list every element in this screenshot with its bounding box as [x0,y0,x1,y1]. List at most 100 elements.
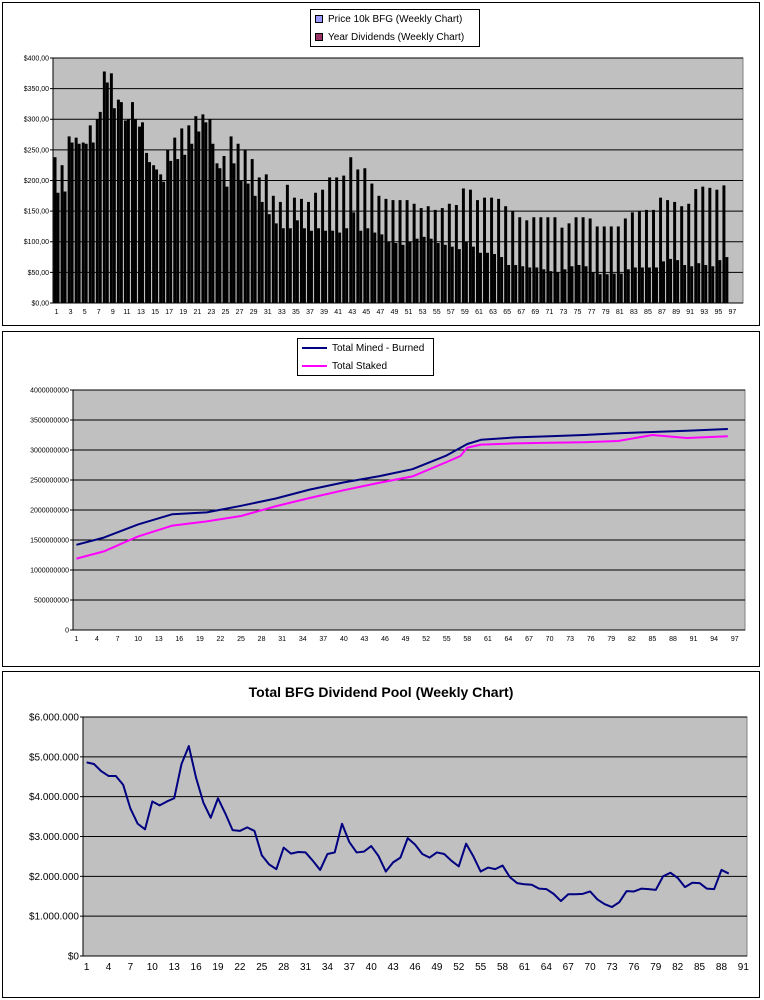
price-bar [539,217,543,303]
dividend-bar [605,274,609,303]
chart3-y-tick-label: $5.000.000 [29,752,79,763]
chart2-x-tick-label: 46 [381,636,389,643]
chart1-x-tick-label: 69 [531,309,539,316]
dividend-bar [500,257,504,303]
chart1-x-tick-label: 57 [447,309,455,316]
dividend-bar [288,228,292,303]
chart3-x-tick-label: 7 [128,962,134,973]
chart2-x-tick-label: 88 [669,636,677,643]
dividend-bar [507,265,511,303]
chart1-y-tick-label: $350,00 [24,86,49,93]
chart2-x-tick-label: 58 [463,636,471,643]
price-bar [722,185,726,303]
dividend-bar [584,266,588,303]
chart2-x-tick-label: 82 [628,636,636,643]
price-bar [229,136,233,303]
dividend-bar [563,269,567,303]
chart3-x-tick-label: 61 [519,962,531,973]
dividend-bar [239,180,243,303]
chart1-x-tick-label: 39 [320,309,328,316]
chart1-x-tick-label: 31 [264,309,272,316]
chart3-x-tick-label: 28 [278,962,290,973]
price-bar [236,143,240,303]
chart1-legend: Price 10k BFG (Weekly Chart) Year Divide… [310,9,480,47]
price-bar [166,149,170,303]
chart3-y-tick-label: $3.000.000 [29,832,79,843]
dividend-bar [141,122,144,303]
price-bar [546,217,550,303]
chart1-x-tick-label: 29 [250,309,258,316]
chart1-x-tick-label: 75 [574,309,582,316]
price-bar [159,174,163,303]
chart2-x-tick-label: 70 [546,636,554,643]
chart3-x-tick-label: 43 [388,962,400,973]
price-bar [243,149,247,303]
price-bar [67,136,71,303]
price-bar [637,211,641,303]
dividend-bar [697,263,701,303]
price-bar [405,200,409,303]
price-bar [131,102,134,303]
dividend-bar [528,267,532,303]
chart2-x-tick-label: 73 [566,636,574,643]
dividend-bar [338,232,342,303]
chart2-y-tick-label: 0 [65,627,69,634]
chart3-y-tick-label: $1.000.000 [29,912,79,923]
chart2-x-tick-label: 13 [155,636,163,643]
dividend-bar [246,183,250,303]
price-bar [356,169,360,303]
chart1-x-tick-label: 19 [179,309,187,316]
price-bar [88,125,92,303]
dividend-bar [126,119,130,303]
price-bar [377,195,381,303]
chart3-y-tick-label: $2.000.000 [29,872,79,883]
price-bar [201,114,205,303]
staked-line [76,434,728,560]
dividend-bar [690,266,694,303]
chart1-y-tick-label: $100,00 [24,239,49,246]
chart1-x-tick-label: 9 [111,309,115,316]
chart3-x-tick-label: 1 [84,962,90,973]
chart3-y-tick-label: $4.000.000 [29,792,79,803]
dividend-bar [345,228,349,303]
chart2-y-tick-label: 2000000000 [30,507,69,514]
price-bar [588,218,592,303]
dividend-bar [598,274,602,303]
chart1-y-tick-label: $50,00 [28,270,50,277]
chart3-x-tick-label: 22 [234,962,246,973]
dividend-bar [317,228,320,303]
dividends-swatch [315,33,323,41]
dividend-bar [457,249,461,303]
chart2-x-tick-label: 34 [299,636,307,643]
price-bar [602,226,606,303]
chart2-x-tick-label: 40 [340,636,348,643]
chart1-x-tick-label: 25 [222,309,230,316]
price-bar [525,220,529,303]
chart1-y-tick-label: $250,00 [24,147,49,154]
chart3-x-tick-label: 34 [322,962,334,973]
legend-item-mined: Total Mined - Burned [298,339,433,357]
chart1-x-tick-label: 37 [306,309,314,316]
chart3-x-tick-label: 70 [585,962,597,973]
dividend-pool-line [86,745,730,909]
price-bar [398,200,402,303]
chart3-x-tick-label: 49 [431,962,443,973]
dividend-bar [394,242,398,303]
dividend-bar [91,142,95,303]
mined-staked-chart: 0 500000000 1000000000 1500000000 2000000000… [30,387,746,643]
dividend-bar [429,238,433,303]
chart1-x-tick-label: 51 [405,309,413,316]
dividend-bar [570,266,574,303]
chart1-x-tick-label: 95 [714,309,722,316]
chart1-x-tick-label: 55 [433,309,441,316]
price-bar [609,226,613,303]
dividend-bar [352,212,356,303]
price-bar [454,205,458,303]
chart1-x-tick-label: 45 [362,309,370,316]
dividend-bar [591,272,595,303]
dividend-bar [464,241,468,303]
dividend-bar [183,154,187,303]
price-bar [222,156,226,303]
dividend-bar [225,186,229,303]
chart2-x-tick-label: 7 [116,636,120,643]
